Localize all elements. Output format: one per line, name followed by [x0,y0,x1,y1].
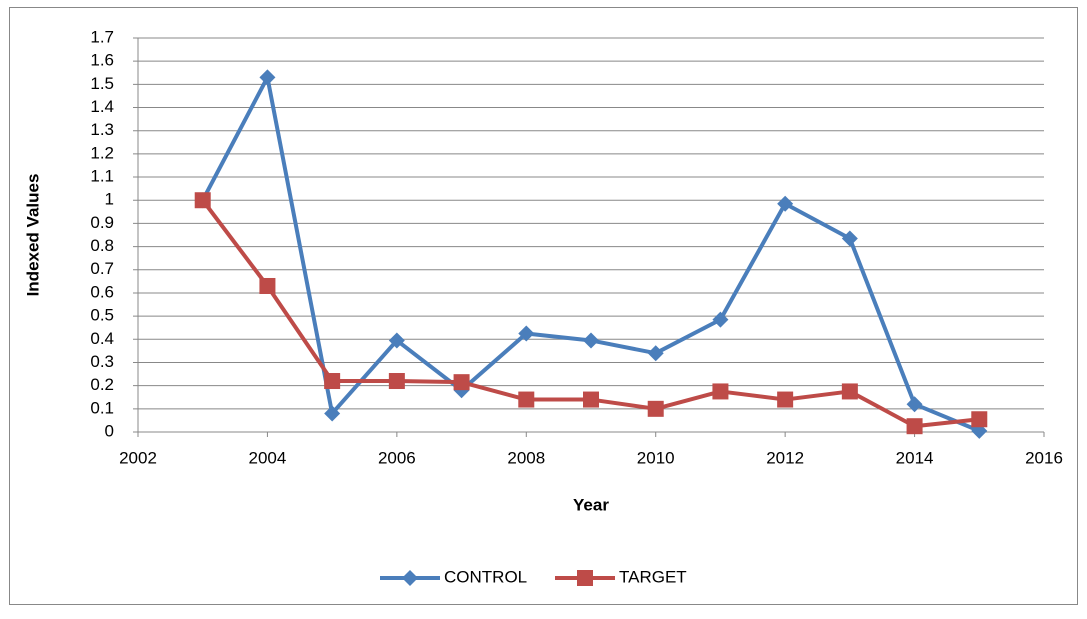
marker [518,325,535,342]
y-tick-label: 1.7 [90,27,114,46]
y-tick-label: 1.4 [90,97,114,116]
legend-label: CONTROL [444,567,527,586]
x-tick-label: 2002 [119,448,157,467]
x-axis-title: Year [573,495,609,514]
y-tick-label: 0 [105,421,114,440]
y-tick-label: 0.4 [90,329,114,348]
marker [647,345,664,362]
marker [453,374,470,391]
marker [577,570,593,586]
marker [583,391,599,408]
x-tick-label: 2016 [1025,448,1063,467]
x-tick-label: 2008 [507,448,545,467]
y-tick-label: 1.6 [90,51,114,70]
y-tick-label: 0.1 [90,398,114,417]
marker [647,400,664,417]
chart-border [9,7,1078,605]
x-tick-label: 2010 [637,448,675,467]
marker [841,230,858,247]
marker [777,195,794,212]
y-tick-label: 0.9 [90,213,114,232]
marker [906,418,923,435]
y-tick-label: 0.5 [90,306,114,325]
marker [194,192,211,209]
marker [324,405,341,422]
marker [777,391,794,408]
marker [518,391,535,408]
marker [712,383,729,400]
y-tick-label: 0.3 [90,352,114,371]
marker [388,332,405,349]
marker [388,373,405,390]
x-tick-label: 2004 [249,448,287,467]
marker [324,373,341,390]
y-tick-label: 0.6 [90,282,114,301]
y-tick-label: 0.2 [90,375,114,394]
marker [259,277,276,294]
legend-label: TARGET [619,567,687,586]
y-tick-label: 0.7 [90,259,114,278]
x-tick-label: 2012 [766,448,804,467]
y-tick-label: 1.3 [90,120,114,139]
marker [841,383,858,400]
y-tick-label: 1.2 [90,143,114,162]
marker [712,311,729,328]
x-tick-label: 2014 [896,448,934,467]
marker [583,332,599,349]
y-axis-title: Indexed Values [23,174,42,297]
marker [402,570,418,586]
x-tick-label: 2006 [378,448,416,467]
marker [906,396,923,413]
y-tick-label: 1.1 [90,167,114,186]
y-tick-label: 1.5 [90,74,114,93]
marker [259,69,276,86]
y-tick-label: 1 [105,190,114,209]
marker [971,411,988,428]
y-tick-label: 0.8 [90,236,114,255]
